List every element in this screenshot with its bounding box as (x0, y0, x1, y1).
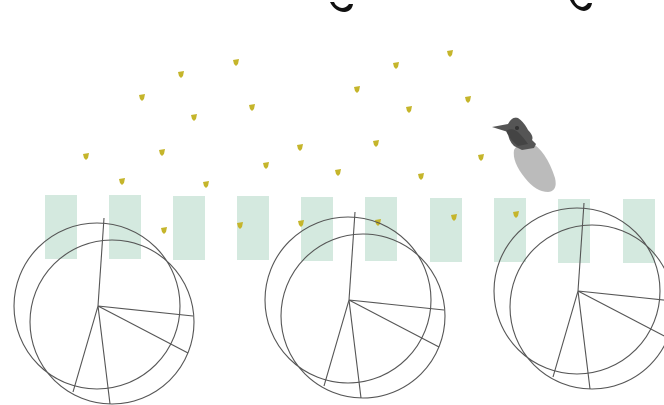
wheel-icon (493, 202, 664, 390)
wheel-icon (13, 217, 195, 405)
wheel-spoke (348, 211, 356, 301)
seed-icon (139, 94, 145, 101)
seed-icon (465, 96, 471, 103)
wheel-icon (264, 211, 446, 399)
seed-icon (513, 211, 519, 218)
seed-icon (354, 86, 360, 93)
seed-icon (447, 50, 453, 57)
pillar (301, 197, 333, 261)
wheel-spoke (348, 299, 440, 348)
wheel-spoke (577, 290, 664, 337)
pillar (109, 195, 141, 259)
pillar (173, 196, 205, 260)
seed-icon (393, 62, 399, 69)
wheel-spoke (97, 305, 189, 354)
wheel-inner-ring (509, 224, 664, 390)
top-cropped-glyphs (330, 0, 592, 12)
pillar (623, 199, 655, 263)
wheel-spoke (97, 305, 111, 405)
bird-icon[interactable] (492, 117, 556, 192)
seed-icon (178, 71, 184, 78)
wheel-outer-ring (13, 222, 181, 390)
seed-icon (237, 222, 243, 229)
wheel-spoke (577, 202, 585, 292)
seed-icon (451, 214, 457, 221)
wheel-spoke (577, 290, 591, 390)
seed-icon (478, 154, 484, 161)
seed-icon (233, 59, 239, 66)
pillar (430, 198, 462, 262)
seed-icon (335, 169, 341, 176)
seed-icon (161, 227, 167, 234)
wheel-spoke (552, 290, 579, 378)
pillar-row (45, 195, 655, 263)
seed-icon (191, 114, 197, 121)
pillar (365, 197, 397, 261)
wheel-spoke (577, 290, 664, 301)
wheel-inner-ring (280, 233, 446, 399)
bird-shadow (513, 141, 556, 192)
wheel-spoke (348, 299, 362, 399)
seed-icon (418, 173, 424, 180)
seed-icon (263, 162, 269, 169)
bird-wing (506, 129, 528, 146)
seed-icon (159, 149, 165, 156)
wheel-outer-ring (264, 216, 432, 384)
wheel-inner-ring (29, 239, 195, 405)
wheel-spoke (348, 299, 445, 311)
wheel-spoke (97, 217, 105, 307)
seed-icon (203, 181, 209, 188)
seed-icon (119, 178, 125, 185)
seed-icon (406, 106, 412, 113)
seed-icon (297, 144, 303, 151)
seed-icon (249, 104, 255, 111)
wheel-outer-ring (493, 207, 661, 375)
seed-icon (373, 140, 379, 147)
wheel-spoke (97, 305, 194, 317)
seed-icon (298, 220, 304, 227)
seed-icon (83, 153, 89, 160)
wheel-spoke (323, 299, 350, 387)
pillar (237, 196, 269, 260)
wheel-row (13, 202, 664, 405)
bird-eye (515, 126, 519, 130)
wheel-spoke (72, 305, 99, 393)
